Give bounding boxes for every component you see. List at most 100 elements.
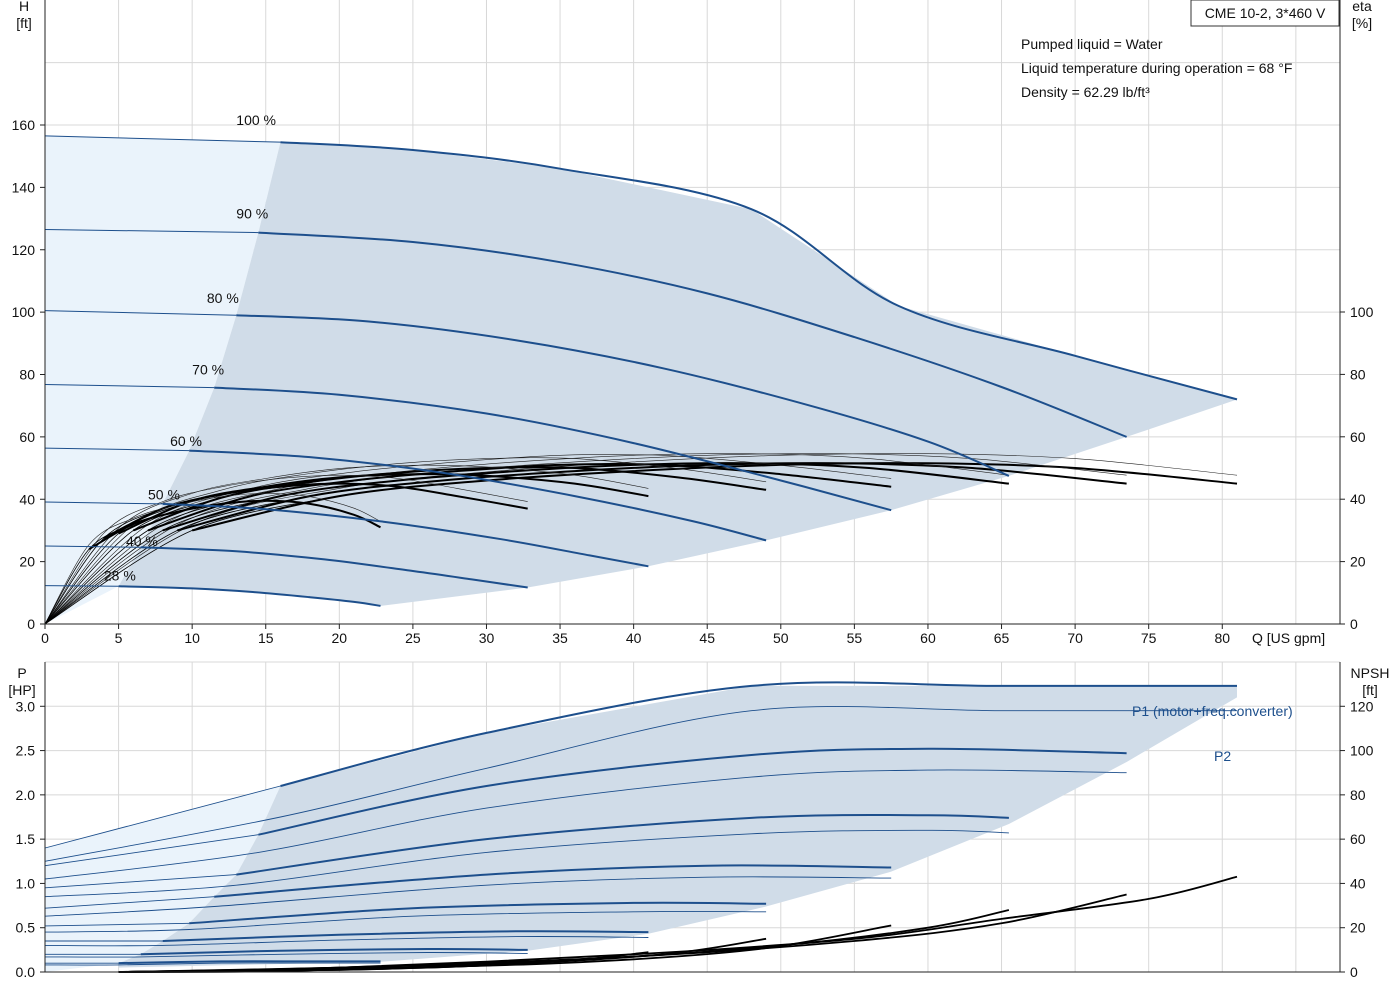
npsh-axis-unit: [ft]: [1362, 682, 1378, 698]
x-tick-label: 60: [920, 630, 936, 646]
speed-label: 60 %: [170, 433, 202, 449]
npsh-axis-title: NPSH: [1351, 665, 1390, 681]
speed-curve-thin: [44, 228, 259, 234]
condition-liquid: Pumped liquid = Water: [1021, 36, 1163, 52]
speed-curve: [140, 546, 528, 589]
curves: [44, 135, 1238, 973]
x-tick-label: 25: [405, 630, 421, 646]
p2-curve: [44, 705, 1237, 862]
p-tick-label: 0.5: [16, 920, 36, 936]
npsh-tick-label: 120: [1350, 698, 1374, 714]
x-tick-label: 65: [994, 630, 1010, 646]
h-axis-title: H: [19, 0, 29, 14]
pump-model: CME 10-2, 3*460 V: [1205, 5, 1326, 21]
efficiency-curve: [177, 462, 1127, 532]
model-box: [1190, 0, 1340, 27]
npsh-tick-label: 20: [1350, 920, 1366, 936]
h-tick-label: 160: [12, 117, 36, 133]
p-tick-label: 2.5: [16, 743, 36, 759]
eta-tick-label: 20: [1350, 554, 1366, 570]
operating-area-bottom: [118, 685, 1237, 968]
x-tick-label: 20: [332, 630, 348, 646]
h-tick-label: 100: [12, 304, 36, 320]
axes: [40, 0, 1345, 973]
q-axis-title: Q [US gpm]: [1252, 630, 1325, 646]
p1-curve: [214, 864, 892, 898]
p2-curve: [44, 829, 1009, 898]
p1-curve: [162, 930, 649, 942]
eta-tick-label: 40: [1350, 491, 1366, 507]
x-tick-label: 55: [847, 630, 863, 646]
x-tick-label: 15: [258, 630, 274, 646]
speed-curve: [280, 141, 1238, 401]
tick-labels: 0 5 10 15 20 25 30 35 40 45 50 55 60 65 70 75 80 0 20 40 60 8…: [12, 117, 1374, 980]
p2-curve: [44, 876, 892, 917]
speed-label: 100 %: [236, 112, 276, 128]
condition-density: Density = 62.29 lb/ft³: [1021, 84, 1150, 100]
h-tick-label: 0: [27, 616, 35, 632]
efficiency-curve-start: [44, 495, 281, 625]
p1-curve: [236, 814, 1009, 876]
speed-curve-thin: [44, 585, 119, 587]
p1-curve-thin: [44, 896, 215, 909]
p1-curve-thin: [44, 785, 281, 849]
speed-curve-thin: [44, 383, 215, 389]
p-tick-label: 1.0: [16, 875, 36, 891]
p2-series-label: P2: [1214, 748, 1231, 764]
eta-tick-label: 80: [1350, 366, 1366, 382]
speed-curve: [258, 231, 1127, 438]
speed-label: 70 %: [192, 362, 224, 378]
efficiency-curve-start: [44, 500, 193, 625]
speed-label: 50 %: [148, 486, 180, 502]
p1-curve: [280, 681, 1237, 787]
p-tick-label: 3.0: [16, 698, 36, 714]
eta-tick-label: 60: [1350, 429, 1366, 445]
h-tick-label: 60: [19, 429, 35, 445]
p1-series-label: P1 (motor+freq.converter): [1132, 703, 1293, 719]
operating-area-top: [118, 142, 1237, 606]
p2-curve: [44, 910, 767, 933]
speed-label: 90 %: [236, 206, 268, 222]
p2-curve: [44, 952, 528, 958]
npsh-tick-label: 60: [1350, 831, 1366, 847]
efficiency-curve-start: [44, 497, 222, 625]
npsh-tick-label: 40: [1350, 875, 1366, 891]
p2-curve: [44, 962, 381, 966]
x-tick-label: 0: [41, 630, 49, 646]
speed-curve: [214, 386, 892, 512]
reduced-area-top: [45, 135, 281, 624]
npsh-tick-label: 80: [1350, 787, 1366, 803]
speed-curve: [189, 449, 767, 542]
p1-curve: [258, 747, 1127, 836]
h-tick-label: 120: [12, 242, 36, 258]
p1-curve-thin: [44, 834, 259, 867]
p-tick-label: 1.5: [16, 831, 36, 847]
speed-curve-thin: [44, 447, 190, 452]
eta-tick-label: 0: [1350, 616, 1358, 632]
p-axis-unit: [HP]: [8, 682, 35, 698]
p1-curve: [189, 901, 767, 925]
efficiency-curve-thin: [44, 493, 381, 625]
speed-label: 80 %: [207, 290, 239, 306]
h-tick-label: 40: [19, 491, 35, 507]
efficiency-curve-start: [44, 508, 163, 625]
h-tick-label: 80: [19, 367, 35, 383]
efficiency-curve: [132, 466, 767, 532]
speed-curve: [236, 314, 1010, 477]
p2-curve: [44, 769, 1127, 880]
x-tick-label: 10: [184, 630, 200, 646]
p1-curve-thin: [44, 874, 237, 889]
x-tick-label: 45: [699, 630, 715, 646]
npsh-tick-label: 0: [1350, 964, 1358, 980]
eta-axis-title: eta: [1352, 0, 1372, 14]
speed-curve: [118, 585, 381, 607]
x-tick-label: 35: [552, 630, 568, 646]
speed-curve-thin: [44, 135, 281, 143]
x-tick-label: 80: [1214, 630, 1230, 646]
npsh-tick-label: 100: [1350, 743, 1374, 759]
x-tick-label: 5: [115, 630, 123, 646]
speed-curve-thin: [44, 545, 141, 548]
speed-label: 28 %: [104, 567, 136, 583]
operating-area: [45, 135, 1237, 972]
